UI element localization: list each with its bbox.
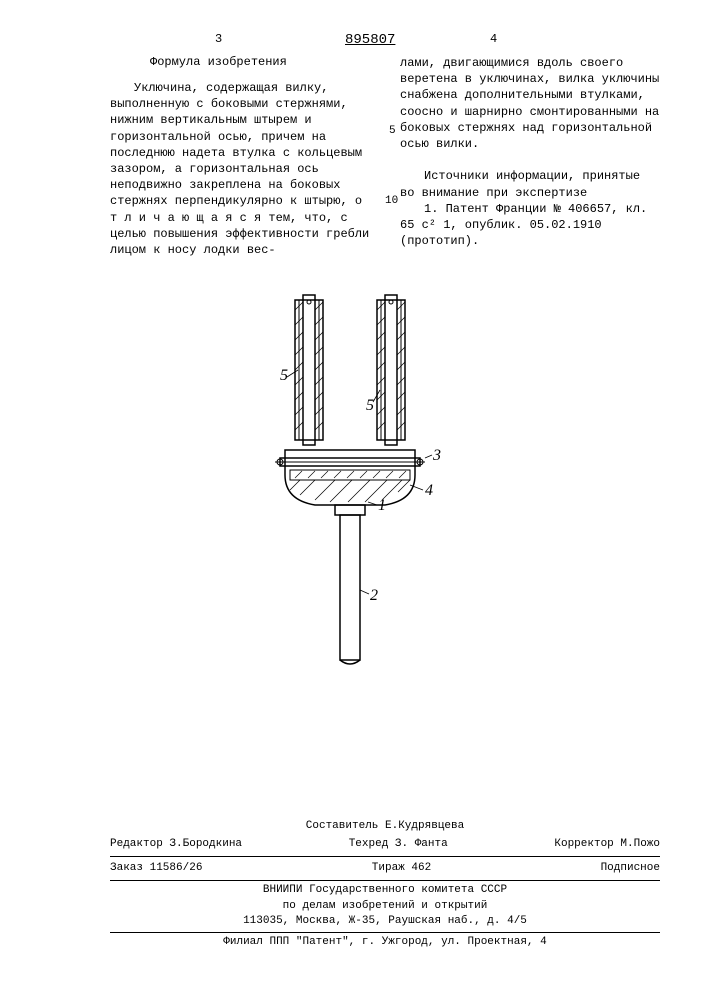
branch-line: Филиал ППП "Патент", г. Ужгород, ул. Про…	[110, 935, 660, 950]
line-number-10: 10	[385, 195, 398, 207]
footer-block: Составитель Е.Кудрявцева Редактор З.Боро…	[110, 819, 660, 950]
horizontal-axis	[275, 458, 425, 466]
source-reference: 1. Патент Франции № 406657, кл. 65 с² 1,…	[400, 201, 660, 250]
left-rod-assembly	[295, 295, 323, 445]
sources-heading: Источники информации, принятые во вниман…	[400, 168, 660, 200]
oarlock-svg: 5 5 3 4 1 2	[220, 290, 480, 690]
org-line-1: ВНИИПИ Государственного комитета СССР	[110, 883, 660, 898]
page-number-left: 3	[215, 32, 222, 46]
line-number-5: 5	[389, 125, 396, 137]
page-number-right: 4	[490, 32, 497, 46]
collar	[335, 505, 365, 515]
formula-title: Формула изобретения	[150, 55, 287, 69]
divider-3	[110, 932, 660, 933]
divider-2	[110, 880, 660, 881]
editor: Редактор З.Бородкина	[110, 837, 242, 852]
right-rod-assembly	[377, 295, 405, 445]
label-1: 1	[378, 497, 386, 514]
label-4: 4	[425, 482, 433, 499]
address-line: 113035, Москва, Ж-35, Раушская наб., д. …	[110, 914, 660, 929]
circulation: Тираж 462	[372, 861, 431, 876]
label-3: 3	[432, 447, 441, 464]
editor-row: Редактор З.Бородкина Техред З. Фанта Кор…	[110, 835, 660, 854]
left-column-text: Уключина, содержащая вилку, выполненную …	[110, 80, 375, 258]
tech-editor: Техред З. Фанта	[349, 837, 448, 852]
claim-text: Уключина, содержащая вилку, выполненную …	[110, 80, 375, 258]
right-column: лами, двигающимися вдоль своего веретена…	[400, 55, 660, 249]
subscription: Подписное	[601, 861, 660, 876]
corrector: Корректор М.Пожо	[554, 837, 660, 852]
claim-continuation: лами, двигающимися вдоль своего веретена…	[400, 55, 660, 152]
vertical-pin	[340, 515, 360, 664]
org-line-2: по делам изобретений и открытий	[110, 899, 660, 914]
page: 3 895807 4 Формула изобретения Уключина,…	[0, 0, 707, 1000]
order-row: Заказ 11586/26 Тираж 462 Подписное	[110, 859, 660, 878]
order-number: Заказ 11586/26	[110, 861, 202, 876]
divider-1	[110, 856, 660, 857]
compiler-line: Составитель Е.Кудрявцева	[110, 819, 660, 834]
document-number: 895807	[345, 32, 395, 48]
label-5-right: 5	[366, 397, 374, 414]
label-2: 2	[370, 587, 378, 604]
technical-diagram: 5 5 3 4 1 2	[220, 290, 480, 690]
label-5-left: 5	[280, 367, 288, 384]
